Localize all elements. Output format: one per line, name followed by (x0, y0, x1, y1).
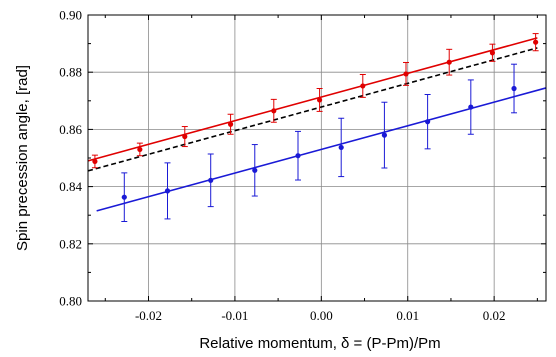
red-data-point (271, 108, 277, 114)
blue-data-point (164, 188, 171, 194)
blue-data-point (208, 177, 214, 183)
reference-dashed-line (87, 47, 538, 172)
x-tick-label: 0.00 (310, 308, 333, 323)
x-tick-label: 0.01 (396, 308, 419, 323)
red-data-point (489, 50, 496, 56)
y-tick-label: 0.84 (59, 179, 82, 194)
blue-data-point (511, 85, 517, 92)
blue-data-point (121, 194, 127, 200)
reference-line (87, 47, 538, 172)
red-data-point (533, 39, 539, 45)
red-data-point (316, 97, 323, 103)
blue-data-point (338, 144, 344, 151)
red-data-point (137, 146, 143, 153)
y-tick-label: 0.80 (59, 294, 82, 309)
blue-data-point (425, 119, 431, 125)
red-data-point (227, 121, 234, 127)
data-points (92, 39, 539, 200)
grid (88, 14, 546, 302)
x-tick-label: -0.02 (135, 308, 162, 323)
red-fit-line (87, 37, 538, 162)
blue-data-point (468, 104, 474, 110)
red-data-point (182, 133, 188, 140)
red-data-point (446, 59, 452, 65)
plot-frame (87, 14, 547, 302)
y-tick-label: 0.86 (59, 122, 82, 137)
x-tick-label: -0.01 (221, 308, 248, 323)
blue-data-point (252, 167, 258, 173)
red-data-point (360, 83, 366, 89)
y-tick-label: 0.82 (59, 236, 82, 251)
red-data-point (403, 71, 409, 77)
y-tick-labels: 0.80 0.82 0.84 0.86 0.88 0.90 (59, 8, 82, 309)
x-tick-label: 0.02 (483, 308, 506, 323)
x-axis-title: Relative momentum, δ = (P-Pm)/Pm (199, 335, 440, 352)
y-tick-label: 0.88 (59, 65, 82, 80)
y-tick-label: 0.90 (59, 8, 82, 23)
ticks (88, 14, 546, 302)
y-axis-title: Spin precession angle, [rad] (14, 65, 31, 251)
x-tick-labels: -0.02 -0.01 0.00 0.01 0.02 (135, 308, 506, 323)
blue-data-point (295, 153, 301, 159)
red-data-point (92, 158, 98, 165)
blue-data-point (381, 132, 388, 138)
